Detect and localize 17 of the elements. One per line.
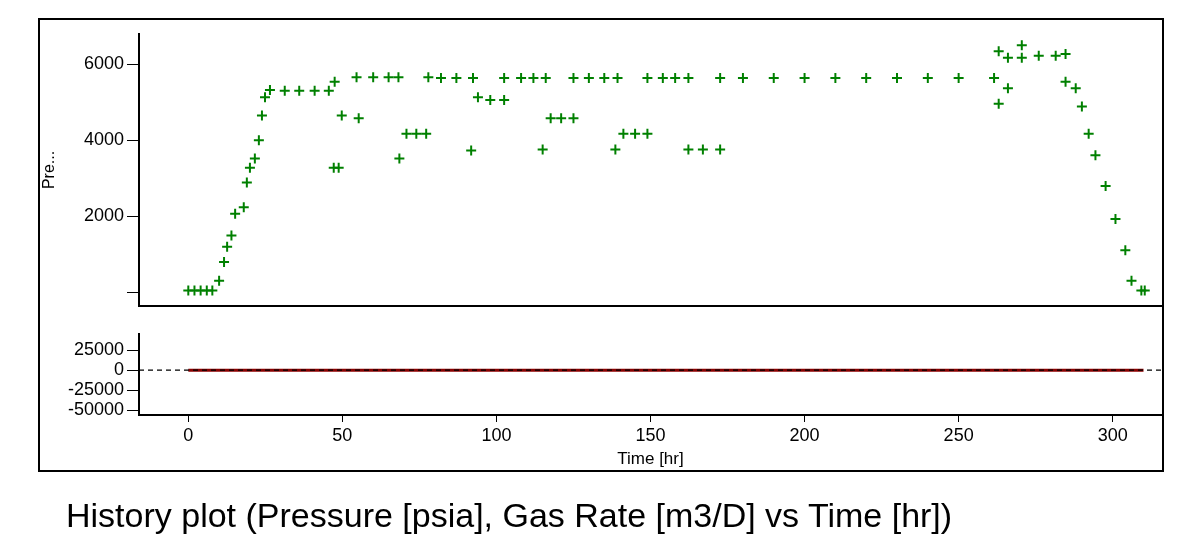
y-tick-label: -25000 bbox=[67, 379, 124, 400]
y-axis-title: Pre... bbox=[40, 150, 58, 190]
y-tick-label: 0 bbox=[113, 359, 124, 380]
x-tick-label: 250 bbox=[943, 424, 974, 445]
y-tick-label: 6000 bbox=[83, 53, 124, 74]
x-tick-label: 300 bbox=[1097, 424, 1128, 445]
y-tick-label: -50000 bbox=[67, 399, 124, 420]
x-tick-label: 50 bbox=[332, 424, 353, 445]
text: History plot (Pressure [psia], Gas Rate [m3/D] vs Time [hr]) bbox=[66, 496, 953, 535]
y-tick-label: 25000 bbox=[73, 339, 124, 360]
x-tick-label: 200 bbox=[789, 424, 820, 445]
x-tick-label: 100 bbox=[481, 424, 512, 445]
x-tick-label: 0 bbox=[183, 424, 194, 445]
y-tick-label: 2000 bbox=[83, 205, 124, 226]
x-axis-title: Time [hr] bbox=[617, 449, 684, 469]
x-tick-label: 150 bbox=[635, 424, 666, 445]
y-tick-label: 4000 bbox=[83, 129, 124, 150]
